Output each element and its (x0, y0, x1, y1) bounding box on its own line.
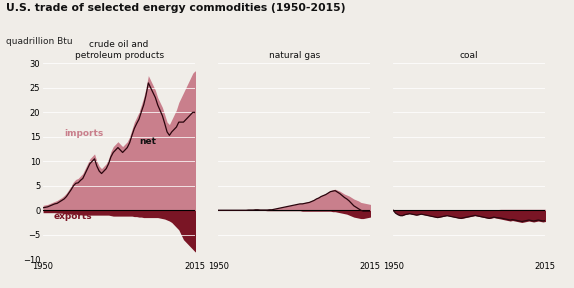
Text: net: net (139, 137, 156, 146)
Text: imports: imports (64, 129, 103, 138)
Text: quadrillion Btu: quadrillion Btu (6, 37, 72, 46)
Text: exports: exports (54, 212, 92, 221)
Title: coal: coal (460, 51, 479, 60)
Title: crude oil and
petroleum products: crude oil and petroleum products (75, 40, 164, 60)
Title: natural gas: natural gas (269, 51, 320, 60)
Text: U.S. trade of selected energy commodities (1950-2015): U.S. trade of selected energy commoditie… (6, 3, 345, 13)
